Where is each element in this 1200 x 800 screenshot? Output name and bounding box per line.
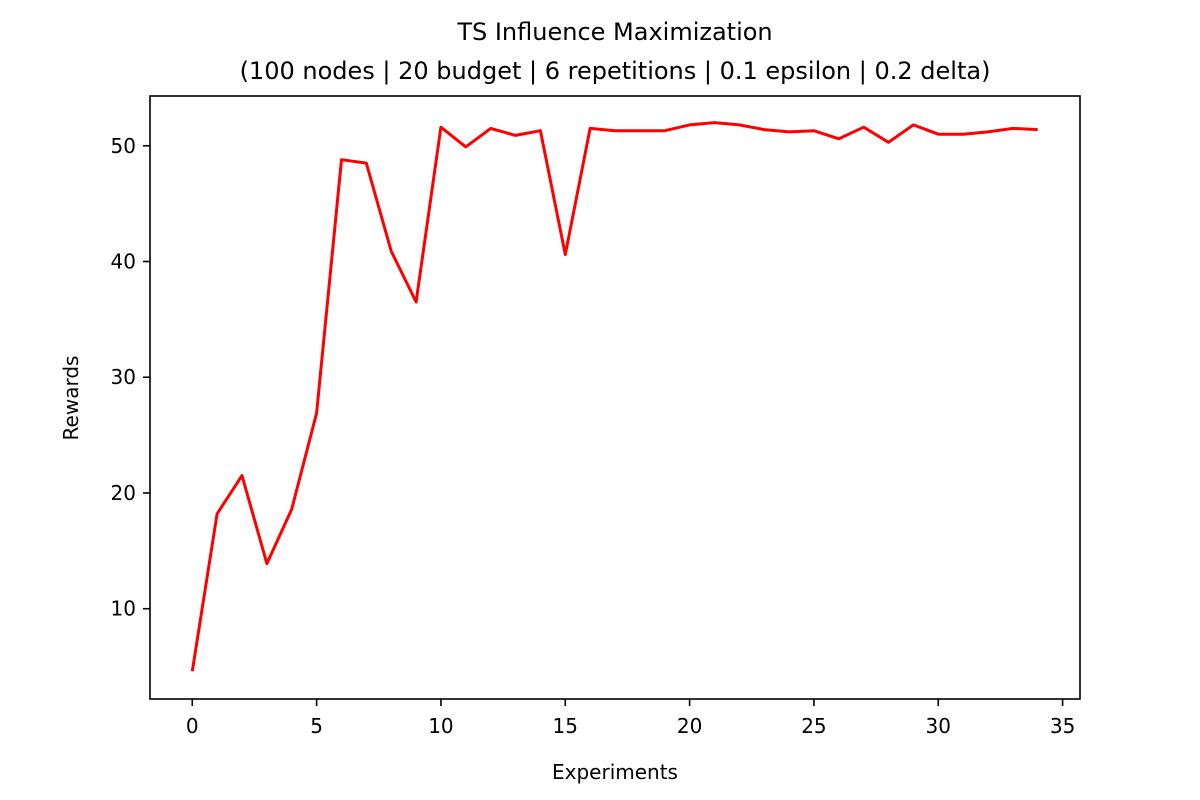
y-tick-label: 20 (111, 481, 136, 505)
y-tick-label: 30 (111, 365, 136, 389)
x-tick-label: 35 (1050, 714, 1075, 738)
x-tick-label: 25 (801, 714, 826, 738)
x-tick-label: 5 (310, 714, 323, 738)
y-tick-label: 40 (111, 250, 136, 274)
chart-subtitle: (100 nodes | 20 budget | 6 repetitions |… (240, 57, 991, 85)
plot-area: 0 5 10 15 20 25 30 35 10 20 30 40 50 (111, 95, 1081, 738)
y-axis-label: Rewards (59, 356, 83, 441)
axes-frame (149, 95, 1081, 700)
x-tick-label: 15 (553, 714, 578, 738)
y-tick-label: 50 (111, 134, 136, 158)
series-line (190, 121, 1038, 672)
x-tick-label: 0 (186, 714, 199, 738)
y-tick-label: 10 (111, 597, 136, 621)
x-tick-label: 10 (428, 714, 453, 738)
chart-title: TS Influence Maximization (456, 18, 772, 46)
x-axis-label: Experiments (552, 760, 678, 784)
x-tick-label: 30 (926, 714, 951, 738)
x-tick-label: 20 (677, 714, 702, 738)
